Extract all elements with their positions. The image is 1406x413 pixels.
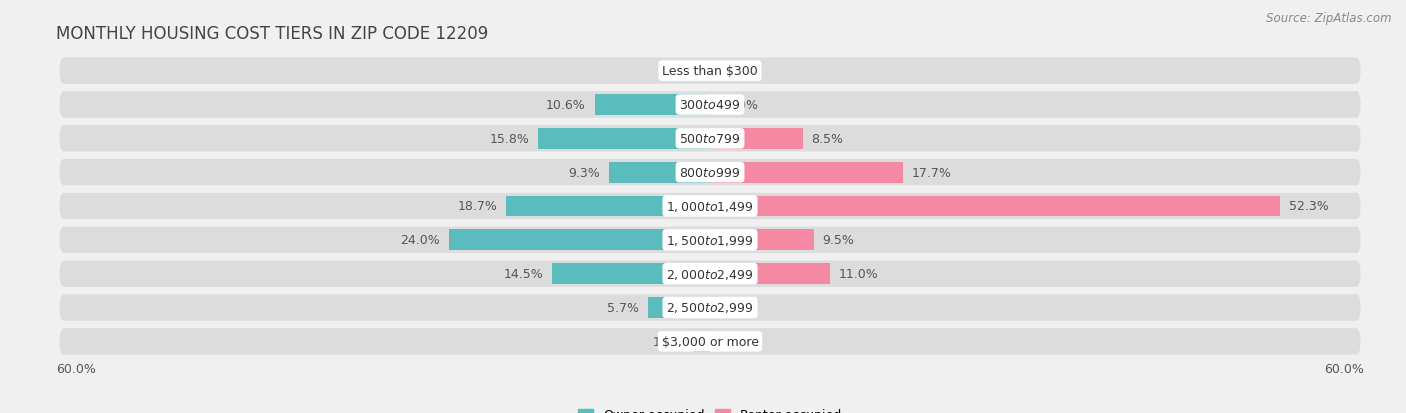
Text: 0.0%: 0.0% (727, 65, 758, 78)
Bar (449, 230, 710, 251)
FancyBboxPatch shape (59, 227, 1361, 254)
Legend: Owner-occupied, Renter-occupied: Owner-occupied, Renter-occupied (574, 404, 846, 413)
Bar (710, 196, 1279, 217)
Text: 60.0%: 60.0% (1324, 363, 1364, 375)
Text: $1,000 to $1,499: $1,000 to $1,499 (666, 199, 754, 214)
FancyBboxPatch shape (59, 159, 1361, 186)
Text: $1,500 to $1,999: $1,500 to $1,999 (666, 233, 754, 247)
Text: $300 to $499: $300 to $499 (679, 99, 741, 112)
Bar (609, 162, 710, 183)
Text: 60.0%: 60.0% (56, 363, 96, 375)
Text: Less than $300: Less than $300 (662, 65, 758, 78)
Text: Source: ZipAtlas.com: Source: ZipAtlas.com (1267, 12, 1392, 25)
Bar (595, 95, 710, 116)
Text: 0.0%: 0.0% (662, 65, 693, 78)
Text: 17.7%: 17.7% (911, 166, 952, 179)
Text: 52.3%: 52.3% (1289, 200, 1329, 213)
Bar (710, 263, 830, 285)
Text: 24.0%: 24.0% (401, 234, 440, 247)
Text: 11.0%: 11.0% (838, 268, 879, 280)
Text: 9.3%: 9.3% (568, 166, 600, 179)
Text: MONTHLY HOUSING COST TIERS IN ZIP CODE 12209: MONTHLY HOUSING COST TIERS IN ZIP CODE 1… (56, 24, 488, 43)
Text: 0.0%: 0.0% (727, 301, 758, 314)
FancyBboxPatch shape (59, 92, 1361, 119)
FancyBboxPatch shape (59, 328, 1361, 355)
Bar (710, 162, 903, 183)
Bar (506, 196, 710, 217)
Text: $500 to $799: $500 to $799 (679, 133, 741, 145)
Text: 8.5%: 8.5% (811, 133, 844, 145)
Text: 15.8%: 15.8% (489, 133, 529, 145)
Text: 18.7%: 18.7% (458, 200, 498, 213)
FancyBboxPatch shape (59, 126, 1361, 152)
FancyBboxPatch shape (59, 294, 1361, 321)
Text: 5.7%: 5.7% (607, 301, 640, 314)
Text: $800 to $999: $800 to $999 (679, 166, 741, 179)
Text: 1.5%: 1.5% (654, 335, 685, 348)
Text: 0.0%: 0.0% (727, 335, 758, 348)
Bar (693, 331, 710, 352)
Text: 0.0%: 0.0% (727, 99, 758, 112)
Bar (538, 128, 710, 150)
FancyBboxPatch shape (59, 261, 1361, 287)
FancyBboxPatch shape (59, 58, 1361, 85)
Bar (648, 297, 710, 318)
Bar (710, 230, 814, 251)
Text: 9.5%: 9.5% (823, 234, 853, 247)
Text: 10.6%: 10.6% (546, 99, 586, 112)
Text: 14.5%: 14.5% (503, 268, 543, 280)
Bar (553, 263, 710, 285)
Text: $2,000 to $2,499: $2,000 to $2,499 (666, 267, 754, 281)
Text: $3,000 or more: $3,000 or more (662, 335, 758, 348)
Bar (710, 128, 803, 150)
FancyBboxPatch shape (59, 193, 1361, 220)
Text: $2,500 to $2,999: $2,500 to $2,999 (666, 301, 754, 315)
